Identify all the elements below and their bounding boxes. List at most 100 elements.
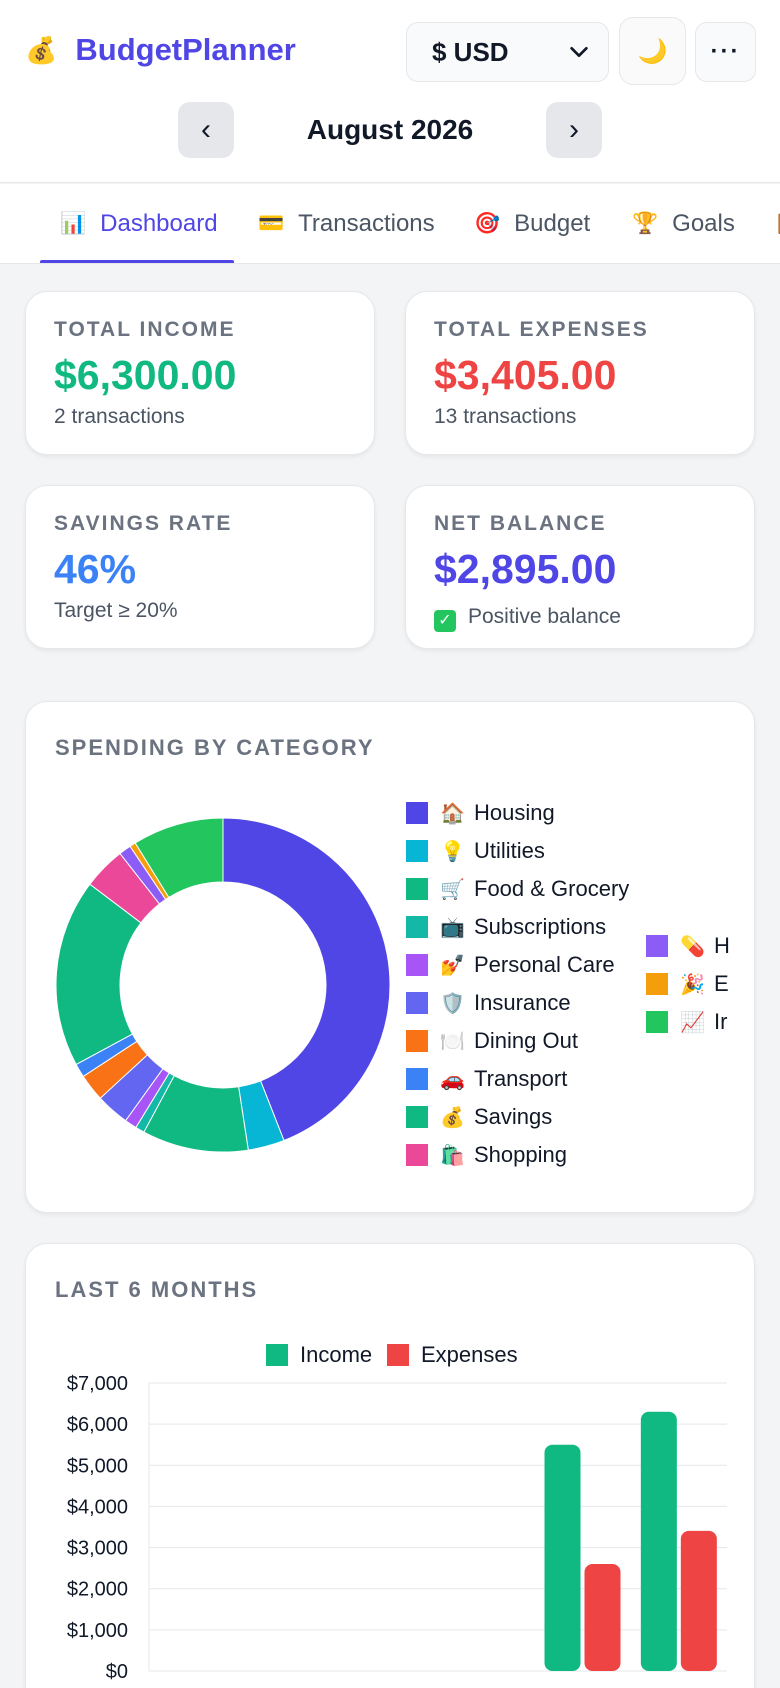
last-6-months-card: LAST 6 MONTHS Income Expenses $0 $1,000 $2… [25,1243,755,1688]
category-icon: 💅 [440,954,465,977]
tab-transactions[interactable]: 💳 Transactions [258,184,435,263]
trophy-icon: 🏆 [632,212,659,235]
stat-sub: ✓ Positive balance [434,605,726,632]
main-tabs: 📊 Dashboard 💳 Transactions 🎯 Budget 🏆 Go… [0,184,780,264]
legend-swatch [646,1011,668,1033]
category-icon: 🛍️ [440,1144,465,1167]
section-title: SPENDING BY CATEGORY [55,735,375,760]
legend-swatch [406,840,428,862]
tab-label: Goals [672,210,735,237]
legend-item[interactable]: 📈 Ir [646,1009,728,1034]
legend-item[interactable]: 🛍️ Shopping [406,1142,567,1167]
legend-swatch [406,1068,428,1090]
legend-label: Income [300,1342,373,1367]
legend-label: Expenses [421,1342,518,1367]
currency-select[interactable]: $ USD [406,22,609,82]
chevron-left-icon: ‹ [201,113,211,146]
legend-swatch [406,1144,428,1166]
donut-slice-housing[interactable] [222,817,391,1142]
legend-item[interactable]: 💡 Utilities [406,838,545,863]
category-icon: 📺 [440,916,465,939]
savings-rate-card: SAVINGS RATE 46% Target ≥ 20% [25,485,375,649]
legend-item[interactable]: 🛡️ Insurance [406,990,571,1015]
category-icon: 📈 [680,1011,705,1034]
income-bar[interactable] [640,1411,677,1671]
theme-toggle-button[interactable]: 🌙 [619,17,686,85]
expenses-bar[interactable] [584,1564,621,1671]
legend-swatch [266,1344,288,1366]
legend-item[interactable]: 💊 H [646,933,730,958]
category-icon: 🍽️ [440,1030,465,1053]
legend-item[interactable]: 🍽️ Dining Out [406,1028,578,1053]
next-month-button[interactable]: › [546,102,602,158]
legend-label: E [714,971,729,996]
prev-month-button[interactable]: ‹ [178,102,234,158]
tab-label: Dashboard [100,210,218,237]
spending-card: SPENDING BY CATEGORY 🏠 Housing 💡 Utilities 🛒… [25,701,755,1213]
legend-label: Shopping [474,1142,567,1167]
app-title: BudgetPlanner [75,32,296,67]
legend-label: Savings [474,1104,553,1129]
legend-item[interactable]: 🚗 Transport [406,1066,568,1091]
y-tick-label: $2,000 [67,1579,128,1601]
stat-value: 46% [54,546,137,592]
legend-swatch [406,802,428,824]
more-menu-button[interactable]: ··· [695,22,756,82]
legend-item[interactable]: 💰 Savings [406,1104,553,1129]
legend-income[interactable]: Income [266,1342,372,1368]
stat-sub: 13 transactions [434,405,577,428]
legend-label: Ir [714,1009,728,1034]
category-icon: 🛒 [440,878,465,901]
tab-label: Transactions [298,210,435,237]
category-icon: 🎉 [680,973,705,996]
stat-value: $3,405.00 [434,352,617,398]
money-bag-icon: 💰 [25,34,58,65]
category-icon: 💰 [440,1106,465,1129]
stat-label: TOTAL INCOME [54,318,236,341]
legend-swatch [406,1030,428,1052]
tab-reports[interactable]: 📋 [774,184,780,263]
category-icon: 💊 [680,935,705,958]
clipboard-icon: 📋 [774,212,780,236]
stat-label: TOTAL EXPENSES [434,318,649,341]
legend-label: H [714,933,730,958]
legend-expenses[interactable]: Expenses [387,1342,518,1368]
legend-item[interactable]: 🛒 Food & Grocery [406,876,629,901]
y-tick-label: $6,000 [67,1414,128,1436]
expenses-card: TOTAL EXPENSES $3,405.00 13 transactions [405,291,755,455]
tab-label: Budget [514,210,591,237]
tab-budget[interactable]: 🎯 Budget [474,184,591,263]
y-tick-label: $1,000 [67,1620,128,1642]
income-bar[interactable] [544,1444,581,1671]
stat-label: NET BALANCE [434,512,607,535]
donut-slice-ir[interactable] [134,817,224,899]
legend-label: Dining Out [474,1028,578,1053]
category-icon: 💡 [440,840,465,863]
legend-swatch [406,1106,428,1128]
legend-item[interactable]: 📺 Subscriptions [406,914,607,939]
credit-card-icon: 💳 [258,212,285,235]
legend-swatch [406,878,428,900]
current-month: August 2026 [306,114,474,145]
tab-goals[interactable]: 🏆 Goals [632,184,735,263]
legend-label: Utilities [474,838,545,863]
legend-swatch [646,935,668,957]
stat-value: $2,895.00 [434,546,617,592]
legend-swatch [406,992,428,1014]
target-icon: 🎯 [474,212,501,235]
legend-label: Transport [474,1066,568,1091]
income-card: TOTAL INCOME $6,300.00 2 transactions [25,291,375,455]
stat-value: $6,300.00 [54,352,237,398]
legend-label: Personal Care [474,952,615,977]
checkmark-icon: ✓ [434,610,456,632]
legend-swatch [406,916,428,938]
legend-item[interactable]: 💅 Personal Care [406,952,615,977]
tab-dashboard[interactable]: 📊 Dashboard [60,184,218,263]
legend-label: Subscriptions [474,914,607,939]
y-tick-label: $7,000 [67,1373,128,1395]
legend-item[interactable]: 🏠 Housing [406,800,555,825]
legend-item[interactable]: 🎉 E [646,971,729,996]
category-icon: 🏠 [440,802,465,825]
net-balance-card: NET BALANCE $2,895.00 ✓ Positive balance [405,485,755,649]
expenses-bar[interactable] [680,1530,717,1671]
